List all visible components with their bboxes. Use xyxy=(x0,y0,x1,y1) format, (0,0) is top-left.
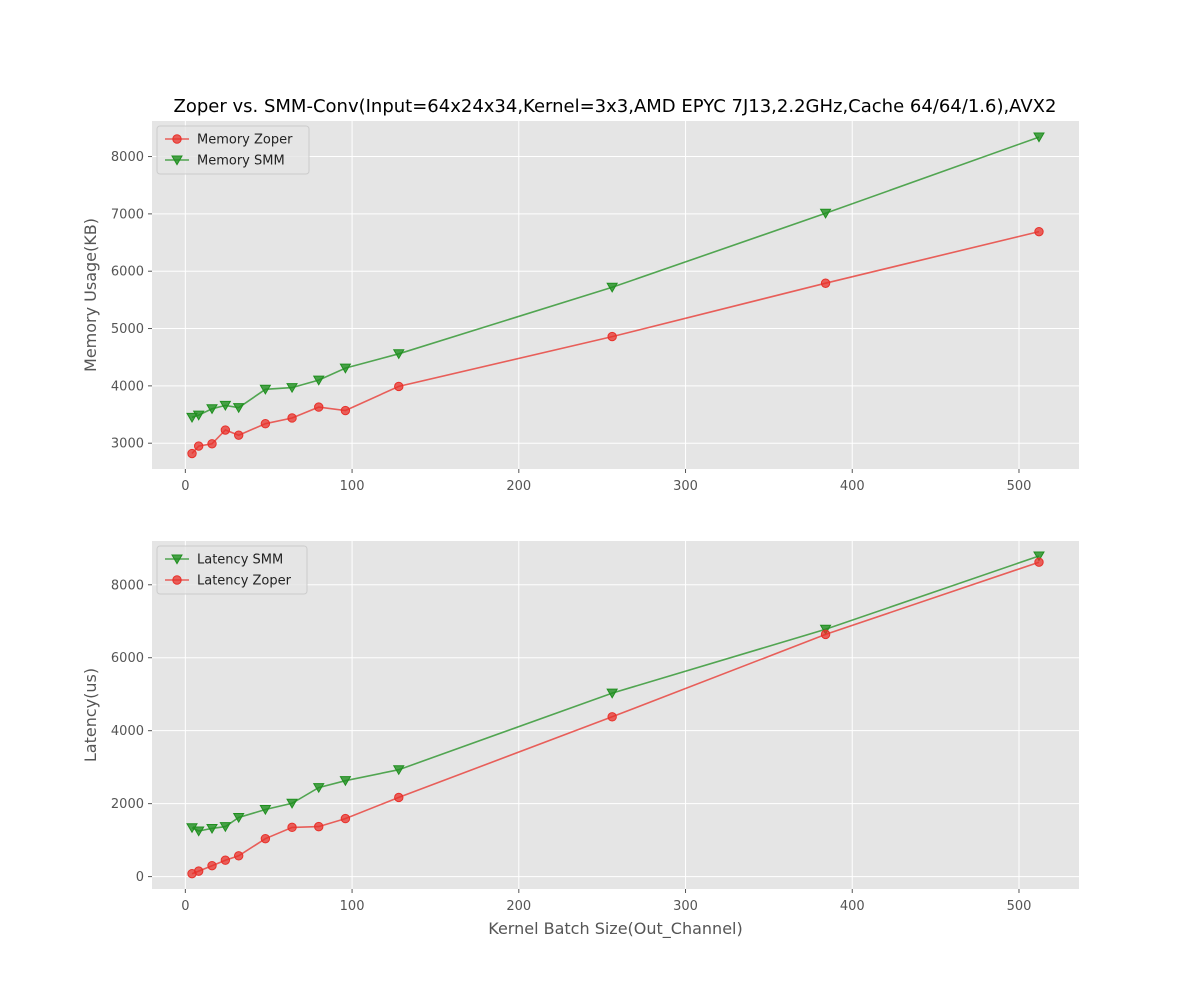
latency-y-axis-label: Latency(us) xyxy=(81,668,100,762)
latency-smm-point xyxy=(259,804,272,816)
memory-panel: 0 100 200 300 400 500 3000 4000 5000 6000 7000 8000… xyxy=(81,121,1079,494)
memory-smm-point xyxy=(206,404,218,415)
latency-smm-point xyxy=(232,813,245,824)
latency-x-tick-label: 0 xyxy=(181,899,189,914)
memory-x-tick-label: 100 xyxy=(340,479,365,494)
memory-y-tick-label: 6000 xyxy=(111,265,144,280)
memory-x-tick-label: 0 xyxy=(181,479,189,494)
chart-title: Zoper vs. SMM-Conv(Input=64x24x34,Kernel… xyxy=(174,96,1057,117)
latency-zoper-point xyxy=(193,866,204,876)
memory-y-tick-label: 7000 xyxy=(111,207,144,222)
memory-smm-point xyxy=(286,383,298,394)
memory-smm-point xyxy=(232,403,245,414)
latency-x-tick-label: 300 xyxy=(673,899,698,914)
memory-smm-legend-marker xyxy=(171,155,183,166)
latency-zoper-point xyxy=(220,855,231,865)
memory-zoper-legend-marker xyxy=(172,134,182,144)
memory-y-tick-label: 5000 xyxy=(111,322,144,337)
latency-zoper-point xyxy=(394,792,404,803)
latency-x-axis-label: Kernel Batch Size(Out_Channel) xyxy=(488,919,742,939)
latency-smm-point xyxy=(206,823,218,835)
memory-zoper-point xyxy=(207,439,217,449)
memory-smm-point xyxy=(1033,132,1045,143)
latency-smm-point xyxy=(819,624,832,635)
latency-smm-point xyxy=(392,765,405,776)
memory-y-tick-label: 4000 xyxy=(111,379,144,394)
latency-zoper-point xyxy=(820,629,831,640)
latency-zoper-point xyxy=(607,712,617,722)
latency-y-tick-label: 0 xyxy=(136,870,144,885)
latency-x-tick-label: 400 xyxy=(840,899,865,914)
memory-smm-point xyxy=(392,349,405,360)
memory-zoper-point xyxy=(820,278,831,288)
memory-x-tick-label: 200 xyxy=(506,479,531,494)
latency-zoper-point xyxy=(233,851,244,861)
latency-smm-legend-marker xyxy=(171,554,183,565)
memory-zoper-point xyxy=(187,448,197,459)
memory-smm-point xyxy=(192,410,205,421)
latency-zoper-point xyxy=(207,860,217,871)
latency-zoper-point xyxy=(314,821,324,832)
latency-smm-point xyxy=(606,688,619,699)
memory-smm-point xyxy=(219,400,232,411)
latency-x-tick-label: 500 xyxy=(1007,899,1032,914)
memory-smm-point xyxy=(339,363,352,374)
memory-smm-point xyxy=(186,412,198,423)
latency-zoper-point xyxy=(260,833,271,844)
memory-zoper-point xyxy=(340,405,351,416)
memory-x-tick-label: 400 xyxy=(840,479,865,494)
memory-zoper-point xyxy=(287,413,297,423)
memory-zoper-point xyxy=(1034,226,1044,237)
memory-legend xyxy=(156,125,310,175)
memory-zoper-point xyxy=(220,425,231,435)
latency-zoper-point xyxy=(287,822,297,833)
memory-y-axis-label: Memory Usage(KB) xyxy=(81,218,100,372)
memory-smm-point xyxy=(312,375,325,386)
memory-smm-legend-label: Memory SMM xyxy=(197,154,285,169)
memory-x-tick-label: 500 xyxy=(1007,479,1032,494)
memory-zoper-point xyxy=(193,441,204,451)
latency-smm-point xyxy=(192,826,205,837)
memory-zoper-point xyxy=(233,430,244,440)
latency-x-tick-label: 100 xyxy=(340,899,365,914)
memory-x-tick-label: 300 xyxy=(673,479,698,494)
memory-zoper-point xyxy=(260,419,271,429)
memory-smm-point xyxy=(819,208,832,219)
memory-plot-area xyxy=(152,121,1079,469)
memory-zoper-point xyxy=(394,381,404,392)
memory-zoper-legend-label: Memory Zoper xyxy=(197,133,293,148)
latency-zoper-point xyxy=(340,813,351,824)
latency-zoper-legend-label: Latency Zoper xyxy=(197,574,292,589)
latency-zoper-legend-marker xyxy=(172,575,182,585)
memory-zoper-point xyxy=(314,402,324,412)
memory-y-tick-label: 3000 xyxy=(111,437,144,452)
memory-smm-point xyxy=(259,384,272,395)
latency-smm-point xyxy=(286,798,298,809)
latency-panel: 0 100 200 300 400 500 0 2000 4000 6000 8000 Latency… xyxy=(81,541,1079,939)
latency-smm-legend-label: Latency SMM xyxy=(197,553,283,568)
latency-x-tick-label: 200 xyxy=(506,899,531,914)
latency-smm-point xyxy=(312,783,325,794)
latency-y-tick-label: 8000 xyxy=(111,578,144,593)
latency-smm-point xyxy=(339,776,352,787)
latency-zoper-point xyxy=(1034,557,1044,567)
latency-smm-point xyxy=(1033,551,1045,562)
memory-zoper-point xyxy=(607,331,617,342)
latency-y-tick-label: 2000 xyxy=(111,797,144,812)
latency-y-tick-label: 6000 xyxy=(111,651,144,666)
memory-y-tick-label: 8000 xyxy=(111,150,144,165)
latency-legend xyxy=(156,545,308,595)
memory-smm-point xyxy=(606,282,619,293)
latency-smm-point xyxy=(219,822,232,833)
latency-y-tick-label: 4000 xyxy=(111,724,144,739)
